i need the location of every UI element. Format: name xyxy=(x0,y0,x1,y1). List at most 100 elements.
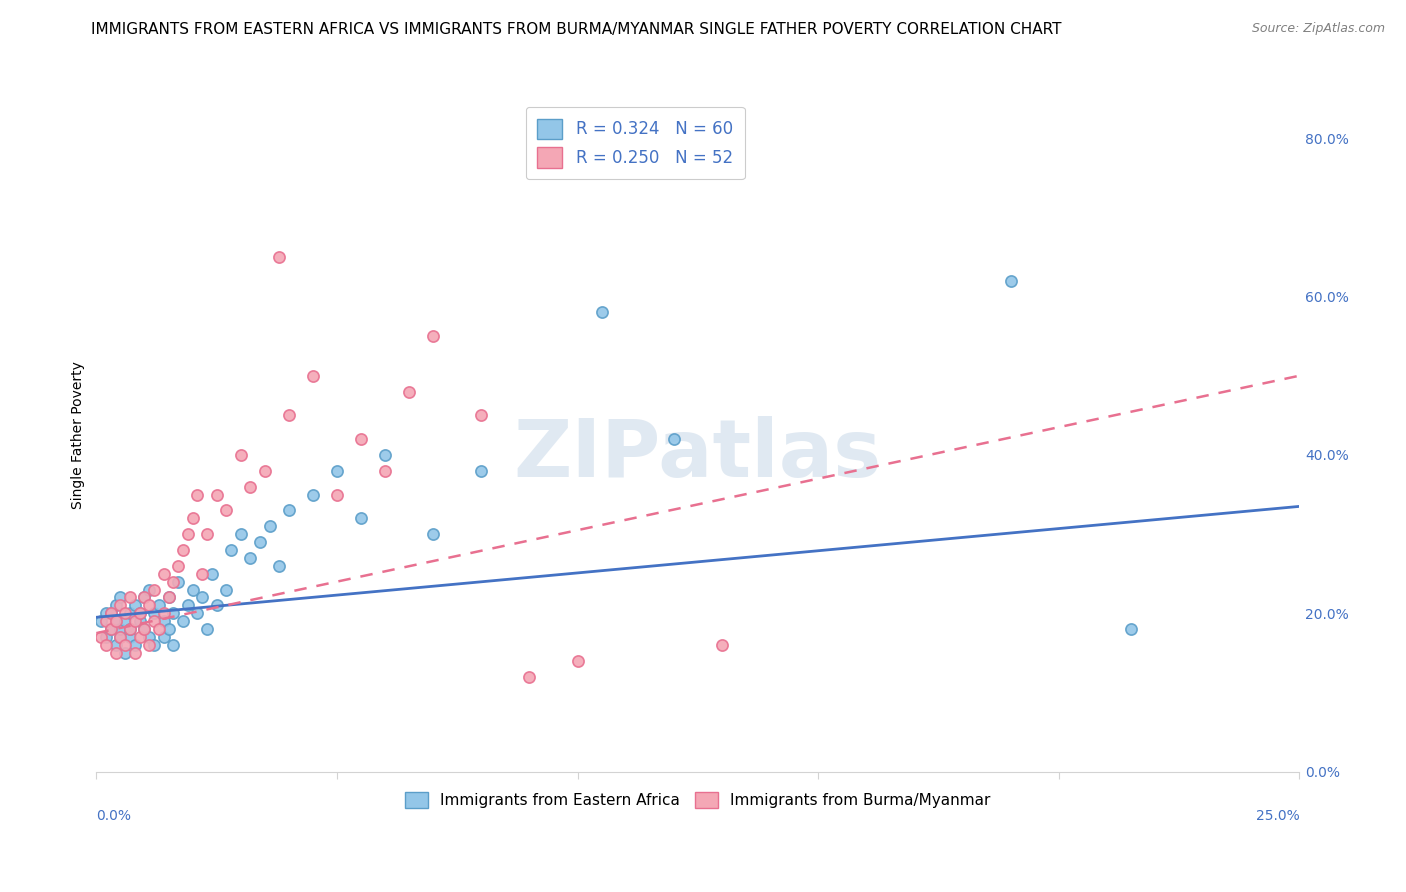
Point xyxy=(143,607,166,621)
Point xyxy=(148,599,170,613)
Point xyxy=(172,543,194,558)
Point xyxy=(118,622,141,636)
Point xyxy=(104,614,127,628)
Point xyxy=(134,622,156,636)
Point xyxy=(114,614,136,628)
Point xyxy=(350,511,373,525)
Point xyxy=(100,607,122,621)
Point xyxy=(118,630,141,644)
Point xyxy=(710,638,733,652)
Y-axis label: Single Father Poverty: Single Father Poverty xyxy=(72,361,86,509)
Point xyxy=(422,527,444,541)
Point xyxy=(239,550,262,565)
Point xyxy=(167,574,190,589)
Point xyxy=(124,638,146,652)
Point xyxy=(470,464,492,478)
Point xyxy=(143,614,166,628)
Text: IMMIGRANTS FROM EASTERN AFRICA VS IMMIGRANTS FROM BURMA/MYANMAR SINGLE FATHER PO: IMMIGRANTS FROM EASTERN AFRICA VS IMMIGR… xyxy=(91,22,1062,37)
Point xyxy=(124,646,146,660)
Point xyxy=(152,566,174,581)
Point xyxy=(100,607,122,621)
Point xyxy=(162,638,184,652)
Point xyxy=(100,622,122,636)
Point xyxy=(118,607,141,621)
Point xyxy=(143,582,166,597)
Point xyxy=(239,480,262,494)
Point xyxy=(152,607,174,621)
Point xyxy=(181,511,204,525)
Point xyxy=(148,622,170,636)
Point xyxy=(128,630,150,644)
Text: 25.0%: 25.0% xyxy=(1256,809,1299,822)
Point xyxy=(519,670,541,684)
Point xyxy=(104,638,127,652)
Point xyxy=(114,638,136,652)
Text: Source: ZipAtlas.com: Source: ZipAtlas.com xyxy=(1251,22,1385,36)
Point xyxy=(94,638,117,652)
Point xyxy=(167,558,190,573)
Point xyxy=(128,614,150,628)
Point xyxy=(374,464,396,478)
Point xyxy=(134,622,156,636)
Point xyxy=(219,543,242,558)
Point xyxy=(157,591,180,605)
Point xyxy=(1119,622,1142,636)
Point xyxy=(104,646,127,660)
Point xyxy=(191,591,214,605)
Point xyxy=(100,622,122,636)
Point xyxy=(253,464,276,478)
Point xyxy=(157,591,180,605)
Point xyxy=(277,409,299,423)
Point xyxy=(118,591,141,605)
Point xyxy=(662,432,685,446)
Point xyxy=(162,574,184,589)
Point xyxy=(326,487,349,501)
Point xyxy=(110,622,132,636)
Point xyxy=(249,535,271,549)
Point xyxy=(269,558,291,573)
Point xyxy=(591,305,613,319)
Point xyxy=(104,599,127,613)
Point xyxy=(138,638,160,652)
Point xyxy=(302,487,325,501)
Point xyxy=(94,607,117,621)
Point xyxy=(128,607,150,621)
Point xyxy=(90,630,112,644)
Point xyxy=(1000,274,1022,288)
Point xyxy=(195,527,218,541)
Point xyxy=(138,582,160,597)
Point xyxy=(128,607,150,621)
Point xyxy=(277,503,299,517)
Point xyxy=(110,630,132,644)
Point xyxy=(94,630,117,644)
Point xyxy=(205,487,228,501)
Point xyxy=(201,566,224,581)
Point xyxy=(422,329,444,343)
Point xyxy=(470,409,492,423)
Point xyxy=(124,599,146,613)
Point xyxy=(104,614,127,628)
Point xyxy=(195,622,218,636)
Point xyxy=(229,448,252,462)
Point xyxy=(186,607,208,621)
Point xyxy=(177,599,200,613)
Point xyxy=(138,630,160,644)
Point xyxy=(398,384,420,399)
Point xyxy=(162,607,184,621)
Point xyxy=(350,432,373,446)
Point xyxy=(110,591,132,605)
Point xyxy=(152,614,174,628)
Point xyxy=(269,250,291,264)
Point xyxy=(567,654,589,668)
Point xyxy=(110,599,132,613)
Point xyxy=(118,622,141,636)
Point xyxy=(374,448,396,462)
Point xyxy=(205,599,228,613)
Legend: Immigrants from Eastern Africa, Immigrants from Burma/Myanmar: Immigrants from Eastern Africa, Immigran… xyxy=(399,787,997,814)
Point xyxy=(186,487,208,501)
Text: ZIPatlas: ZIPatlas xyxy=(513,417,882,494)
Point xyxy=(94,614,117,628)
Point xyxy=(172,614,194,628)
Point xyxy=(302,368,325,383)
Point xyxy=(110,630,132,644)
